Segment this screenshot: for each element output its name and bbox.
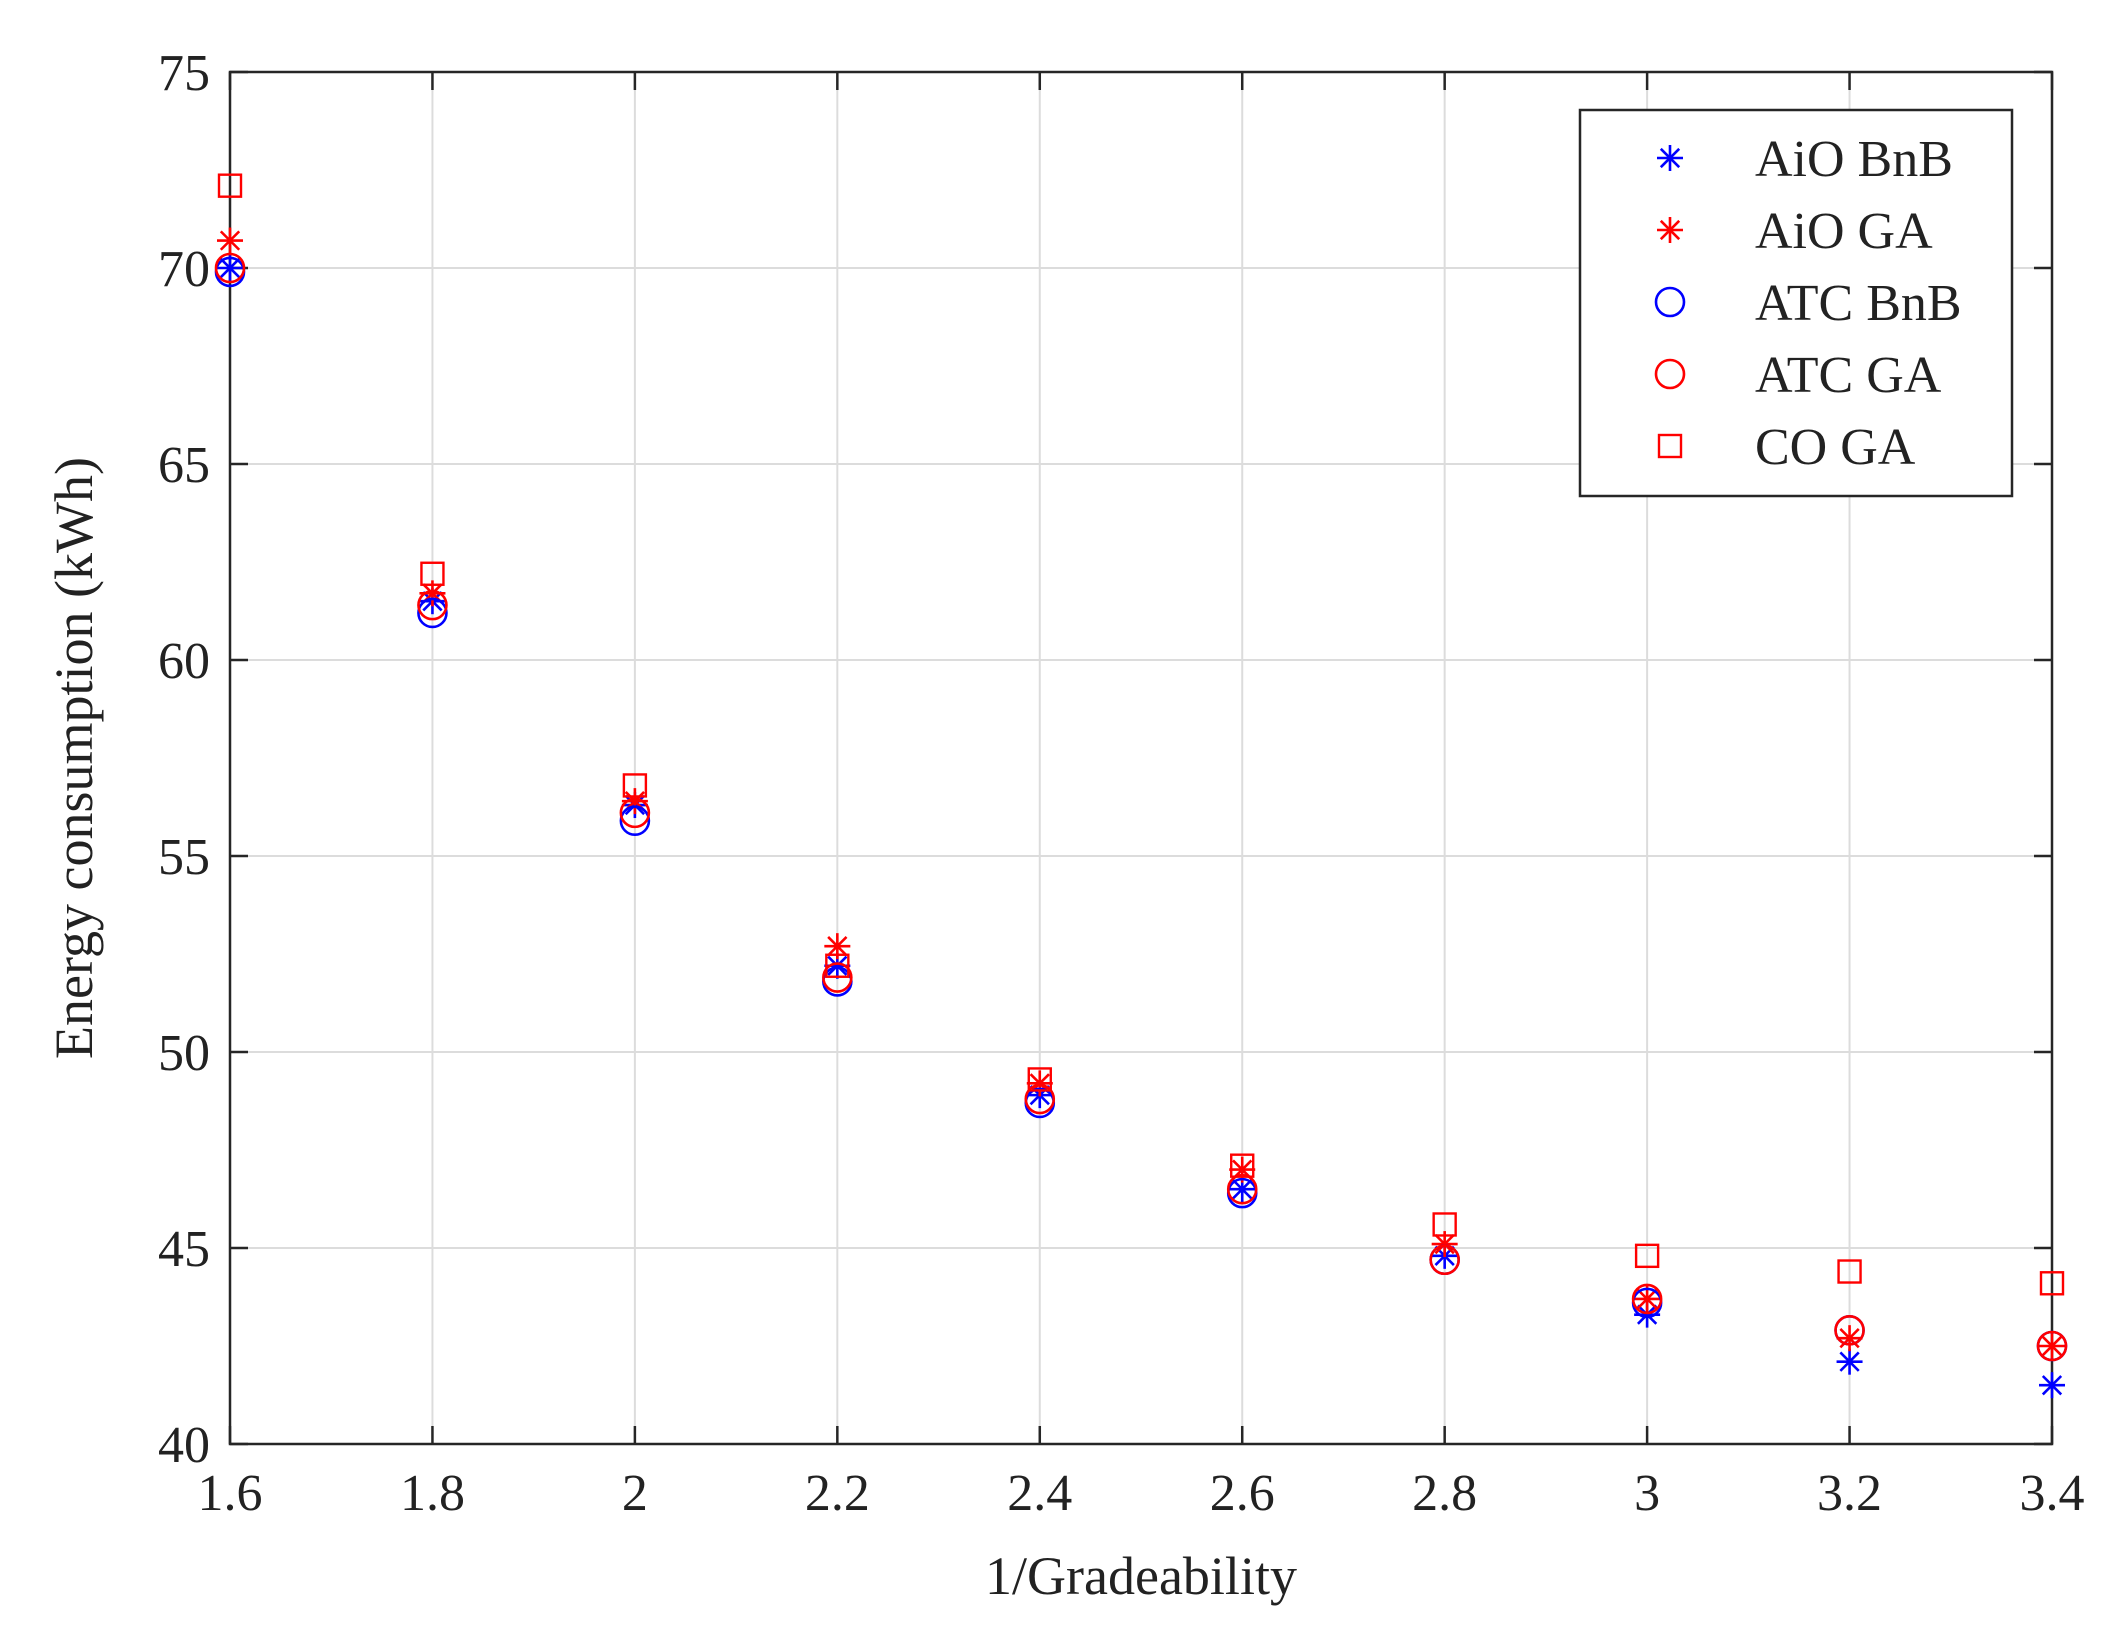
x-tick-label: 2.2 xyxy=(805,1465,870,1522)
axes-box xyxy=(228,70,2054,1446)
data-point xyxy=(1634,1285,1661,1312)
data-point xyxy=(1226,1173,1258,1205)
legend-label: ATC GA xyxy=(1755,347,1942,404)
legend-marker xyxy=(1654,358,1686,390)
y-tick-label: 65 xyxy=(158,437,210,494)
data-point xyxy=(420,561,445,586)
data-points xyxy=(214,173,2068,1399)
data-point xyxy=(825,953,850,978)
y-tick-label: 45 xyxy=(158,1221,210,1278)
legend-item: AiO BnB xyxy=(1657,131,1953,188)
data-point xyxy=(217,255,243,281)
legend-item: CO GA xyxy=(1657,419,1916,476)
y-tick-label: 70 xyxy=(158,241,210,298)
data-point xyxy=(1429,1244,1460,1276)
y-axis-title: Energy consumption (kWh) xyxy=(44,457,104,1059)
series-atc-ga xyxy=(214,252,2068,1362)
data-point xyxy=(214,252,246,284)
data-point xyxy=(1027,1067,1052,1092)
y-tick-label: 50 xyxy=(158,1025,210,1082)
data-point xyxy=(1837,1259,1862,1284)
data-point xyxy=(1024,1083,1056,1115)
x-tick-label: 2 xyxy=(622,1465,648,1522)
data-point xyxy=(1634,1243,1660,1269)
data-point xyxy=(1631,1283,1663,1315)
data-point xyxy=(2039,1333,2065,1359)
data-point xyxy=(1834,1315,1865,1346)
legend-item: AiO GA xyxy=(1657,203,1933,260)
x-axis-title: 1/Gradeability xyxy=(985,1546,1297,1606)
x-tick-label: 1.6 xyxy=(198,1465,263,1522)
x-tick-label: 1.8 xyxy=(400,1465,465,1522)
data-point xyxy=(1836,1325,1863,1352)
y-tick-label: 55 xyxy=(158,829,210,886)
legend-label: CO GA xyxy=(1755,419,1916,476)
legend-marker xyxy=(1657,145,1683,171)
y-tick-label: 75 xyxy=(158,45,210,102)
data-point xyxy=(1836,1348,1863,1375)
y-tick-label: 40 xyxy=(158,1417,210,1474)
x-tick-label: 3 xyxy=(1634,1465,1660,1522)
legend: AiO BnB AiO GA ATC BnB ATC GA CO GA xyxy=(1578,108,2014,498)
legend-marker xyxy=(1657,217,1683,243)
data-point xyxy=(1432,1212,1457,1237)
data-point xyxy=(217,173,243,198)
legend-label: ATC BnB xyxy=(1755,275,1962,332)
data-point xyxy=(1634,1301,1661,1328)
legend-item: ATC GA xyxy=(1654,347,1942,404)
data-point xyxy=(417,597,448,629)
x-tick-label: 2.4 xyxy=(1007,1465,1072,1522)
data-point xyxy=(2036,1330,2068,1362)
y-tick-label: 60 xyxy=(158,633,210,690)
data-point xyxy=(1230,1153,1255,1178)
legend-item: ATC BnB xyxy=(1654,275,1962,332)
x-tick-label: 2.8 xyxy=(1412,1465,1477,1522)
data-point xyxy=(622,773,648,798)
legend-label: AiO BnB xyxy=(1755,131,1953,188)
x-tick-label: 2.6 xyxy=(1210,1465,1275,1522)
data-point xyxy=(2039,1372,2065,1399)
grid xyxy=(230,72,2052,1444)
legend-label: AiO GA xyxy=(1755,203,1933,260)
x-tick-label: 3.4 xyxy=(2020,1465,2085,1522)
legend-box xyxy=(1578,108,2014,498)
data-point xyxy=(619,797,651,829)
x-tick-label: 3.2 xyxy=(1817,1465,1882,1522)
data-point xyxy=(822,962,853,993)
data-point xyxy=(417,589,448,621)
legend-marker xyxy=(1657,433,1683,459)
data-point xyxy=(217,227,243,254)
data-point xyxy=(2039,1271,2065,1296)
series-co-ga xyxy=(217,173,2065,1296)
data-point xyxy=(619,805,651,837)
legend-marker xyxy=(1654,286,1686,318)
data-point xyxy=(1229,1176,1256,1203)
